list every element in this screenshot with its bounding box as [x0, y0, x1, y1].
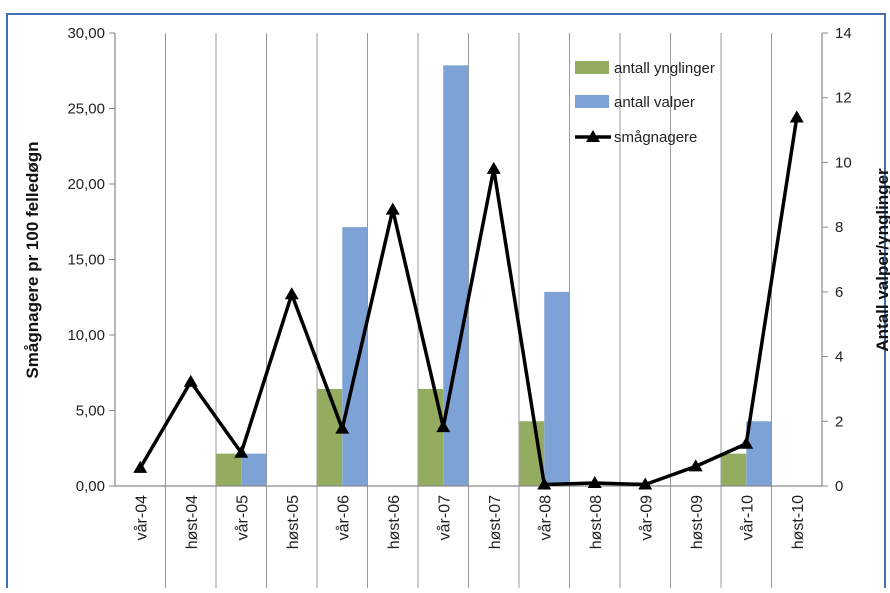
x-tick-label: høst-04: [184, 495, 201, 549]
legend-label: smågnagere: [614, 129, 697, 146]
x-tick-label: vår-09: [637, 495, 655, 540]
marker-smagnagere: [133, 460, 148, 473]
marker-smagnagere: [335, 421, 350, 434]
y-right-tick-label: 12: [835, 90, 852, 107]
x-tick-label: vår-08: [536, 495, 554, 540]
x-tick-label: vår-05: [233, 495, 251, 540]
y-left-tick-label: 0,00: [76, 478, 105, 495]
x-tick-label: høst-06: [386, 495, 403, 549]
legend-swatch: [575, 61, 609, 74]
tick-layer: 0,00 5,00 10,00 15,00 20,00 25,00 30,00 0 2 4 6 8 10…: [67, 25, 851, 549]
marker-smagnagere: [183, 374, 198, 387]
bar-ynglinger: [216, 453, 242, 486]
x-tick-label: høst-07: [487, 495, 504, 549]
bar-valper: [746, 421, 772, 486]
y-left-tick-label: 30,00: [67, 25, 105, 42]
y-right-tick-label: 4: [835, 349, 843, 366]
y-axis-right-title: Antall valper/ynglinger: [873, 168, 890, 352]
y-left-tick-label: 5,00: [76, 403, 105, 420]
x-tick-label: høst-10: [790, 495, 807, 549]
x-tick-label: vår-10: [738, 495, 756, 540]
y-right-tick-label: 2: [835, 413, 843, 430]
marker-smagnagere: [789, 110, 804, 123]
bar-ynglinger: [721, 453, 747, 486]
marker-smagnagere: [537, 477, 552, 490]
x-tick-label: høst-09: [689, 495, 706, 549]
y-left-tick-label: 10,00: [67, 327, 105, 344]
legend-label: antall ynglinger: [614, 60, 715, 77]
marker-smagnagere: [385, 202, 400, 215]
grid-layer: [165, 33, 772, 588]
legend-swatch: [575, 95, 609, 108]
bar-valper: [544, 291, 570, 486]
marker-smagnagere: [436, 420, 451, 433]
y-right-tick-label: 14: [835, 25, 852, 42]
x-tick-label: vår-06: [334, 495, 352, 540]
marker-smagnagere: [234, 445, 249, 458]
y-right-tick-label: 10: [835, 154, 852, 171]
bar-valper: [241, 453, 267, 486]
y-axis-left-title: Smågnagere pr 100 felledøgn: [23, 141, 42, 378]
bar-valper: [342, 227, 368, 486]
y-left-tick-label: 15,00: [67, 252, 105, 269]
legend-label: antall valper: [614, 94, 695, 111]
line-layer: [133, 110, 804, 490]
y-right-tick-label: 8: [835, 219, 843, 236]
marker-smagnagere: [284, 287, 299, 300]
y-left-tick-label: 20,00: [67, 176, 105, 193]
x-tick-label: vår-04: [132, 495, 150, 540]
y-right-tick-label: 0: [835, 478, 843, 495]
line-smagnagere: [138, 117, 799, 487]
marker-smagnagere: [486, 161, 501, 174]
marker-smagnagere: [638, 477, 653, 490]
x-tick-label: høst-05: [285, 495, 302, 549]
bar-layer: [216, 65, 772, 486]
x-tick-label: vår-07: [435, 495, 453, 540]
bar-valper: [443, 65, 469, 486]
marker-smagnagere: [688, 459, 703, 472]
y-left-tick-label: 25,00: [67, 101, 105, 118]
legend-swatch-marker: [586, 130, 600, 142]
bar-ynglinger: [317, 388, 343, 486]
x-tick-label: høst-08: [588, 495, 605, 549]
y-right-tick-label: 6: [835, 284, 843, 301]
marker-smagnagere: [739, 436, 754, 449]
marker-smagnagere: [587, 475, 602, 488]
legend: antall ynglinger antall valper smågnagere: [575, 60, 715, 146]
